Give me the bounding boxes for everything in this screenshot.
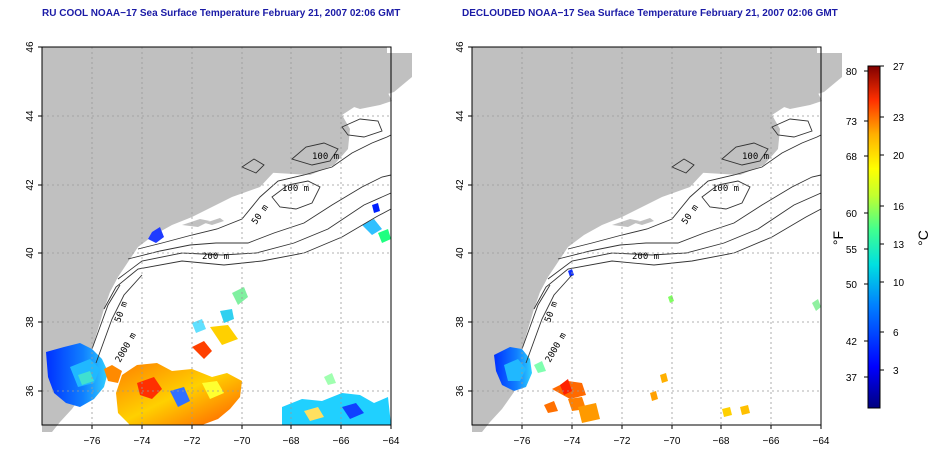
- lon-tick: −76: [84, 436, 101, 447]
- fahrenheit-tick: 37: [846, 373, 858, 384]
- right-graticule: [472, 46, 821, 425]
- right-sst-coverage: [494, 269, 821, 423]
- lon-tick: −64: [813, 436, 830, 447]
- right-map-frame: [471, 46, 822, 426]
- lat-tick: 44: [25, 110, 36, 122]
- celsius-unit-label: °C: [915, 230, 931, 246]
- sst-colorbar: 80 73 68 60 55 50 42 37 27 23 20 16 13 1…: [830, 62, 931, 409]
- lat-tick: 46: [25, 41, 36, 53]
- lon-tick: −72: [184, 436, 201, 447]
- left-axis-ticks: [38, 46, 392, 429]
- right-lat-tick-labels: 36 38 40 42 44 46: [455, 41, 466, 397]
- fahrenheit-tick: 80: [846, 67, 858, 78]
- celsius-tick: 20: [893, 151, 905, 162]
- fahrenheit-tick: 42: [846, 337, 858, 348]
- lat-tick: 40: [455, 247, 466, 259]
- lon-tick: −66: [763, 436, 780, 447]
- fahrenheit-tick: 55: [846, 245, 858, 256]
- lon-tick: −68: [283, 436, 300, 447]
- lon-tick: −66: [333, 436, 350, 447]
- left-lat-tick-labels: 36 38 40 42 44 46: [25, 41, 36, 397]
- left-bathymetry-contours: [91, 118, 392, 364]
- lat-tick: 46: [455, 41, 466, 53]
- contour-label-100m-north: 100 m: [312, 152, 339, 162]
- lon-tick: −64: [383, 436, 400, 447]
- celsius-tick: 3: [893, 366, 899, 377]
- lon-tick: −72: [614, 436, 631, 447]
- left-lon-tick-labels: −76 −74 −72 −70 −68 −66 −64: [84, 436, 400, 447]
- celsius-tick: 23: [893, 113, 905, 124]
- lat-tick: 42: [25, 179, 36, 191]
- contour-label-200m: 200 m: [632, 252, 659, 262]
- left-panel-title: RU COOL NOAA−17 Sea Surface Temperature …: [42, 8, 401, 19]
- right-map-panel: 100 m 100 m 50 m 200 m 50 m 2000 m: [455, 41, 842, 447]
- lat-tick: 38: [455, 316, 466, 328]
- contour-label-100m-north: 100 m: [742, 152, 769, 162]
- right-bathymetry-contours: [521, 118, 822, 364]
- fahrenheit-tick: 73: [846, 117, 858, 128]
- celsius-tick: 27: [893, 62, 905, 73]
- celsius-tick: 6: [893, 328, 899, 339]
- lat-tick: 44: [455, 110, 466, 122]
- colorbar-fahrenheit-labels: 80 73 68 60 55 50 42 37: [846, 67, 858, 384]
- right-lon-tick-labels: −76 −74 −72 −70 −68 −66 −64: [514, 436, 830, 447]
- lon-tick: −70: [234, 436, 251, 447]
- lat-tick: 40: [25, 247, 36, 259]
- fahrenheit-tick: 68: [846, 152, 858, 163]
- lat-tick: 38: [25, 316, 36, 328]
- fahrenheit-tick: 60: [846, 209, 858, 220]
- colorbar-gradient: [867, 65, 881, 409]
- lon-tick: −70: [664, 436, 681, 447]
- right-axis-ticks: [468, 46, 822, 429]
- contour-label-200m: 200 m: [202, 252, 229, 262]
- contour-label-100m-east: 100 m: [712, 184, 739, 194]
- lat-tick: 42: [455, 179, 466, 191]
- lon-tick: −74: [134, 436, 151, 447]
- lon-tick: −76: [514, 436, 531, 447]
- celsius-tick: 10: [893, 278, 905, 289]
- left-map-frame: [41, 46, 392, 426]
- lon-tick: −74: [564, 436, 581, 447]
- right-panel-title: DECLOUDED NOAA−17 Sea Surface Temperatur…: [462, 8, 838, 19]
- lon-tick: −68: [713, 436, 730, 447]
- celsius-tick: 16: [893, 202, 905, 213]
- left-map-panel: 100 m 100 m 50 m 200 m 50 m 2000 m: [25, 41, 412, 447]
- fahrenheit-tick: 50: [846, 280, 858, 291]
- lat-tick: 36: [25, 385, 36, 397]
- colorbar-ticks: [864, 65, 884, 378]
- contour-label-100m-east: 100 m: [282, 184, 309, 194]
- celsius-tick: 13: [893, 240, 905, 251]
- lat-tick: 36: [455, 385, 466, 397]
- colorbar-celsius-labels: 27 23 20 16 13 10 6 3: [893, 62, 905, 377]
- fahrenheit-unit-label: °F: [830, 231, 846, 245]
